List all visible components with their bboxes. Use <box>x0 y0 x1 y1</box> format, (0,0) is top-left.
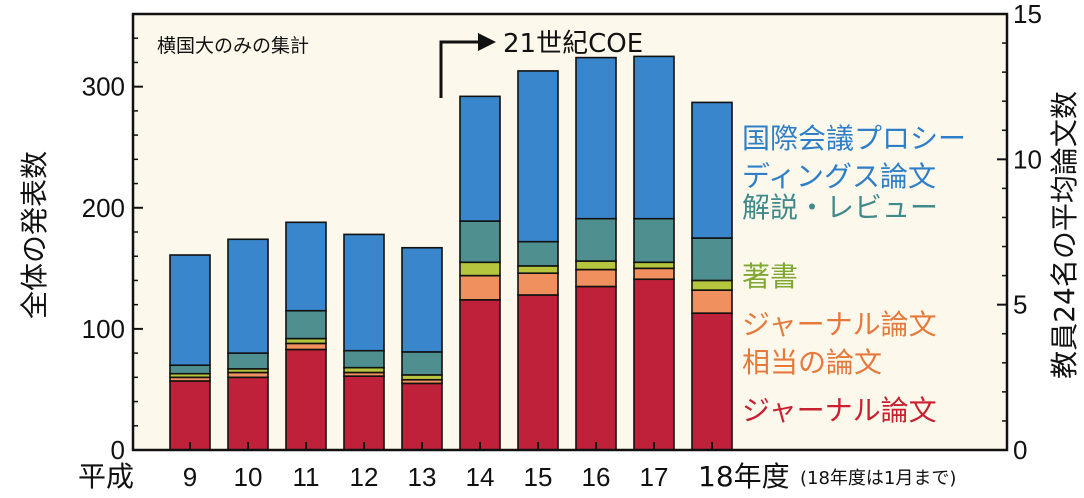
bar-segment-4-15 <box>517 240 559 267</box>
bar-segment-4-10 <box>227 352 269 370</box>
bar-segment-1-11 <box>285 348 327 451</box>
bar-segment-4-9 <box>169 364 211 375</box>
bar-segment-5-17 <box>633 55 675 220</box>
bar-segment-5-15 <box>517 70 559 243</box>
x-tick-label: 16 <box>582 462 611 492</box>
bar-segment-5-13 <box>401 246 443 353</box>
bar-segment-5-18年度 <box>691 101 733 239</box>
bar-segment-5-10 <box>227 238 269 354</box>
x-tick-label: 17 <box>640 462 669 492</box>
bar-segment-1-13 <box>401 382 443 451</box>
bar-segment-4-14 <box>459 220 501 264</box>
y-tick-label: 100 <box>82 314 125 344</box>
bar-segment-4-18年度 <box>691 237 733 282</box>
legend-entry-5: ジャーナル論文 <box>742 394 937 427</box>
bar-segment-1-15 <box>517 294 559 451</box>
y2-axis-title: 教員24名の平均論文数 <box>1048 91 1081 379</box>
bar-segment-2-15 <box>517 272 559 296</box>
bar-segment-2-16 <box>575 268 617 288</box>
top-left-note: 横国大のみの集計 <box>157 35 309 57</box>
y-tick-label: 0 <box>111 435 125 465</box>
legend: 国際会議プロシーディングス論文解説・レビュー著書ジャーナル論文相当の論文ジャーナ… <box>742 122 966 427</box>
bar-segment-2-11 <box>285 342 327 351</box>
legend-entry-2: 解説・レビュー <box>742 191 938 224</box>
legend-entry-4: ジャーナル論文 <box>742 308 937 341</box>
x-tick-label: 12 <box>350 462 379 492</box>
bar-segment-1-14 <box>459 299 501 451</box>
right-axis: 0 5 10 15 <box>997 0 1042 465</box>
bar-segment-3-14 <box>459 261 501 277</box>
bar-segment-4-17 <box>633 217 675 264</box>
legend-entry-4: 相当の論文 <box>742 346 882 379</box>
x-tick-label: 13 <box>408 462 437 492</box>
x-axis: 9 10 11 12 13 14 15 16 17 18年度 <box>183 442 790 493</box>
x-tick-label: 18年度 <box>698 460 790 493</box>
x-tick-label: 15 <box>524 462 553 492</box>
bar-segment-4-13 <box>401 351 443 376</box>
bar-segment-4-12 <box>343 349 385 369</box>
y2-tick-label: 10 <box>1013 144 1042 174</box>
y2-tick-label: 5 <box>1013 290 1027 320</box>
bar-segment-4-16 <box>575 217 617 262</box>
bar-segment-3-18年度 <box>691 279 733 291</box>
bar-segment-5-16 <box>575 56 617 220</box>
bar-segment-1-18年度 <box>691 312 733 451</box>
x-tick-label: 11 <box>293 462 320 492</box>
bar-segment-5-9 <box>169 254 211 367</box>
coe-arrowhead-icon <box>478 33 496 51</box>
coe-annotation: 21世紀COE <box>439 29 643 98</box>
bar-segment-4-11 <box>285 309 327 340</box>
x-tick-label: 10 <box>234 462 263 492</box>
y-tick-label: 200 <box>82 193 125 223</box>
bar-segment-5-12 <box>343 233 385 352</box>
bar-segment-2-14 <box>459 274 501 301</box>
bar-segment-1-17 <box>633 278 675 451</box>
bar-segment-2-17 <box>633 267 675 281</box>
bar-segment-2-18年度 <box>691 289 733 314</box>
bar-segment-1-16 <box>575 285 617 451</box>
bar-segment-1-10 <box>227 376 269 451</box>
legend-entry-1: ディングス論文 <box>742 160 936 193</box>
y2-tick-label: 15 <box>1013 0 1042 29</box>
x-axis-prefix: 平成 <box>78 460 134 493</box>
legend-entry-1: 国際会議プロシー <box>742 122 966 155</box>
bar-segment-3-17 <box>633 261 675 270</box>
coe-arrow-icon <box>439 40 480 98</box>
bar-segment-3-16 <box>575 260 617 271</box>
bar-segment-1-12 <box>343 375 385 451</box>
bar-segment-1-9 <box>169 380 211 451</box>
x-axis-note: (18年度は1月まで) <box>800 468 956 489</box>
x-tick-label: 9 <box>183 462 197 492</box>
y2-tick-label: 0 <box>1013 435 1027 465</box>
y-tick-label: 300 <box>82 72 125 102</box>
coe-label: 21世紀COE <box>503 29 643 59</box>
x-tick-label: 14 <box>466 462 495 492</box>
bar-segment-5-11 <box>285 221 327 312</box>
legend-entry-3: 著書 <box>742 260 798 293</box>
plot-background <box>133 14 1007 450</box>
bar-segment-3-15 <box>517 265 559 274</box>
y-axis-title: 全体の発表数 <box>18 151 51 319</box>
left-axis: 0 100 200 300 <box>82 37 143 465</box>
bar-segment-5-14 <box>459 95 501 222</box>
